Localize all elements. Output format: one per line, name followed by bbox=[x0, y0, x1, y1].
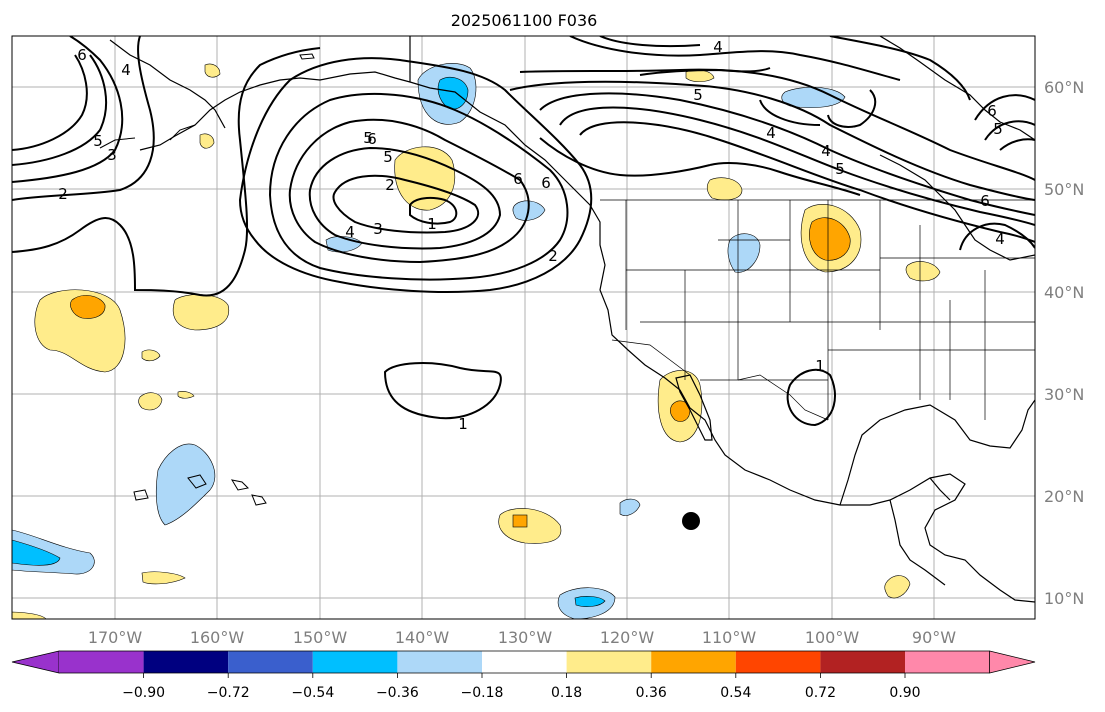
contour-label: 2 bbox=[548, 247, 558, 265]
colorbar-seg-12 bbox=[989, 650, 1036, 674]
colorbar-seg-10 bbox=[820, 651, 905, 673]
contour-labels: 6 4 5 3 2 4 5 6 5 4 5 6 5 6 4 6 5 2 3 4 … bbox=[58, 38, 1005, 433]
contour-label: 1 bbox=[815, 357, 825, 375]
colorbar-seg-0 bbox=[11, 650, 60, 674]
state-borders bbox=[600, 199, 1035, 421]
lat-label: 10°N bbox=[1044, 589, 1084, 608]
contour-label: 6 bbox=[367, 130, 377, 148]
contour-label: 6 bbox=[980, 192, 990, 210]
contour-label: 5 bbox=[363, 129, 373, 147]
colorbar-seg-9 bbox=[735, 651, 821, 673]
contour-label: 5 bbox=[383, 148, 393, 166]
contour-label: 6 bbox=[987, 102, 997, 120]
contour-label: 6 bbox=[513, 170, 523, 188]
colorbar-seg-2 bbox=[143, 651, 229, 673]
colorbar-tick-label: 0.36 bbox=[636, 685, 667, 701]
lon-label: 130°W bbox=[498, 628, 553, 647]
colorbar-seg-6 bbox=[482, 651, 567, 673]
contour-label: 4 bbox=[121, 61, 131, 79]
lon-label: 170°W bbox=[88, 628, 143, 647]
lon-label: 90°W bbox=[912, 628, 956, 647]
colorbar-seg-8 bbox=[651, 651, 736, 673]
colorbar-seg-5 bbox=[397, 651, 482, 673]
colorbar-seg-11 bbox=[905, 651, 990, 673]
colorbar-seg-1 bbox=[59, 651, 144, 673]
contour-label: 1 bbox=[427, 215, 437, 233]
colorbar: −0.90 −0.72 −0.54 −0.36 −0.18 0.18 0.36 … bbox=[11, 650, 1036, 701]
contour-label: 2 bbox=[385, 176, 395, 194]
lon-label: 100°W bbox=[805, 628, 860, 647]
contour-label: 6 bbox=[541, 174, 551, 192]
lon-label: 140°W bbox=[395, 628, 450, 647]
colorbar-tick-label: −0.54 bbox=[291, 685, 334, 701]
longitude-labels: 170°W 160°W 150°W 140°W 130°W 120°W 110°… bbox=[88, 628, 956, 647]
map-panel: 6 4 5 3 2 4 5 6 5 4 5 6 5 6 4 6 5 2 3 4 … bbox=[12, 36, 1035, 619]
lat-label: 50°N bbox=[1044, 180, 1084, 199]
colorbar-tick-label: −0.90 bbox=[122, 685, 165, 701]
contour-label: 3 bbox=[107, 146, 117, 164]
positive-anomaly-fills bbox=[12, 63, 941, 619]
lat-label: 60°N bbox=[1044, 78, 1084, 97]
contour-label: 1 bbox=[458, 415, 468, 433]
contour-label: 5 bbox=[835, 160, 845, 178]
location-marker bbox=[682, 512, 700, 530]
map-frame bbox=[11, 35, 1036, 620]
lat-label: 30°N bbox=[1044, 385, 1084, 404]
lon-label: 160°W bbox=[190, 628, 245, 647]
colorbar-seg-7 bbox=[566, 651, 652, 673]
lat-label: 40°N bbox=[1044, 283, 1084, 302]
colorbar-tick-label: 0.90 bbox=[889, 685, 920, 701]
contour-label: 5 bbox=[693, 86, 703, 104]
colorbar-tick-label: 0.72 bbox=[805, 685, 836, 701]
negative-anomaly-fills bbox=[12, 63, 846, 619]
map-title: 2025061100 F036 bbox=[451, 11, 598, 30]
lon-label: 150°W bbox=[293, 628, 348, 647]
contour-label: 4 bbox=[345, 223, 355, 241]
colorbar-tick-label: −0.72 bbox=[207, 685, 250, 701]
contour-lines bbox=[12, 36, 1035, 427]
contour-label: 5 bbox=[993, 120, 1003, 138]
colorbar-tick-label: −0.18 bbox=[461, 685, 504, 701]
latitude-labels: 60°N 50°N 40°N 30°N 20°N 10°N bbox=[1044, 78, 1084, 608]
contour-label: 6 bbox=[77, 46, 87, 64]
colorbar-tick-label: 0.18 bbox=[551, 685, 582, 701]
lat-label: 20°N bbox=[1044, 487, 1084, 506]
contour-label: 4 bbox=[713, 38, 723, 56]
contour-label: 4 bbox=[821, 142, 831, 160]
contour-label: 2 bbox=[58, 185, 68, 203]
contour-label: 4 bbox=[766, 124, 776, 142]
lon-label: 120°W bbox=[600, 628, 655, 647]
colorbar-tick-label: 0.54 bbox=[720, 685, 751, 701]
contour-label: 4 bbox=[995, 230, 1005, 248]
contour-label: 5 bbox=[93, 132, 103, 150]
colorbar-tick-label: −0.36 bbox=[376, 685, 419, 701]
contour-label: 3 bbox=[373, 220, 383, 238]
colorbar-seg-3 bbox=[228, 651, 313, 673]
lon-label: 110°W bbox=[702, 628, 757, 647]
colorbar-seg-4 bbox=[312, 651, 398, 673]
islands bbox=[99, 53, 315, 506]
